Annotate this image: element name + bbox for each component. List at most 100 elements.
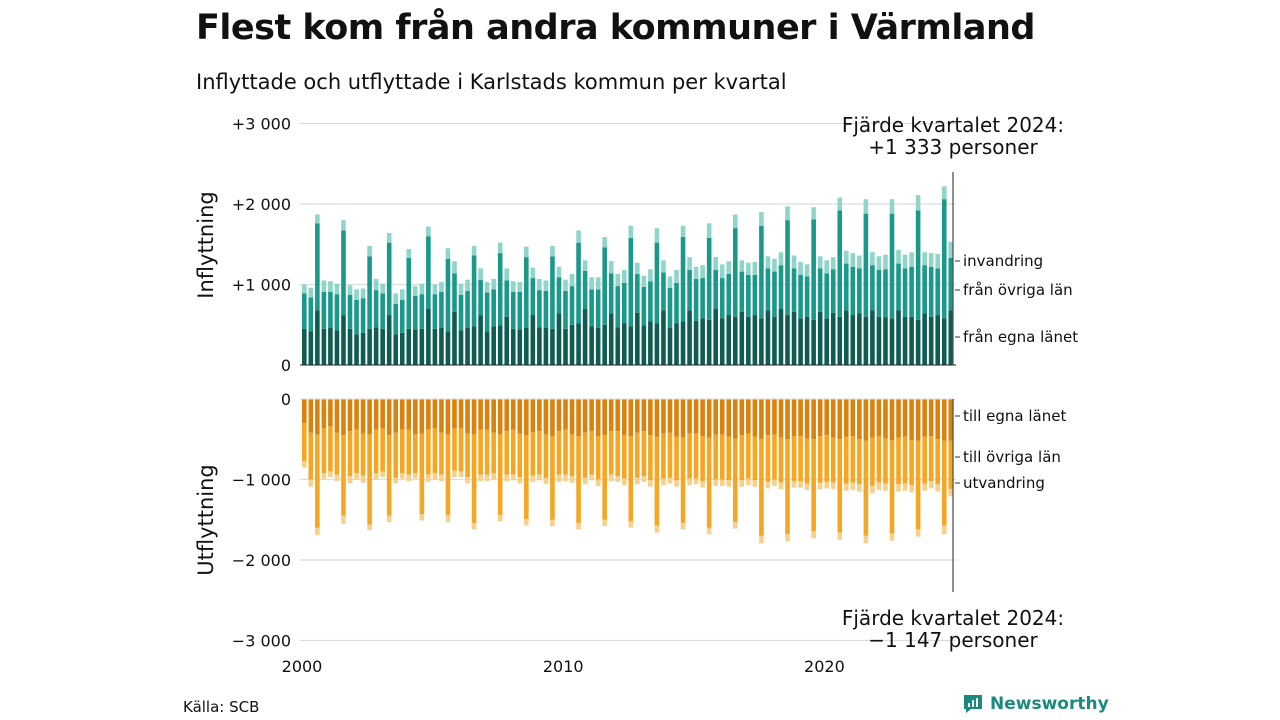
inflow-bar-0 bbox=[510, 328, 516, 365]
outflow-bar-1 bbox=[308, 432, 314, 480]
outflow-bar-1 bbox=[524, 435, 529, 519]
outflow-bar-2 bbox=[621, 478, 627, 486]
outflow-bar-1 bbox=[909, 440, 914, 486]
legend-label-outflow: till egna länet bbox=[963, 407, 1066, 425]
outflow-bar-2 bbox=[517, 477, 523, 484]
inflow-bar-2 bbox=[608, 261, 614, 274]
outflow-bar-1 bbox=[413, 434, 418, 474]
outflow-bar-2 bbox=[902, 483, 908, 491]
inflow-bar-0 bbox=[909, 316, 914, 365]
outflow-bar-1 bbox=[928, 436, 934, 482]
inflow-bar-1 bbox=[876, 270, 882, 317]
inflow-bar-2 bbox=[373, 278, 379, 291]
x-tick-label: 2020 bbox=[804, 657, 845, 676]
outflow-bar-2 bbox=[334, 474, 340, 482]
outflow-bar-0 bbox=[452, 399, 457, 429]
inflow-bar-1 bbox=[922, 265, 927, 314]
legend-label-inflow: från övriga län bbox=[963, 281, 1073, 299]
inflow-bar-0 bbox=[465, 327, 470, 365]
outflow-bar-1 bbox=[510, 429, 516, 475]
outflow-bar-2 bbox=[576, 522, 581, 530]
inflow-bar-1 bbox=[380, 293, 385, 329]
outflow-bar-1 bbox=[341, 435, 346, 516]
inflow-bar-2 bbox=[726, 261, 732, 275]
outflow-bar-1 bbox=[550, 436, 555, 520]
inflow-bar-1 bbox=[517, 291, 523, 330]
inflow-bar-2 bbox=[817, 256, 823, 269]
outflow-bar-2 bbox=[719, 479, 725, 486]
inflow-bar-2 bbox=[635, 262, 640, 275]
inflow-bar-2 bbox=[321, 280, 327, 292]
outflow-bar-0 bbox=[648, 399, 653, 436]
y-tick-label: +3 000 bbox=[232, 115, 291, 134]
inflow-bar-0 bbox=[537, 327, 542, 365]
outflow-bar-0 bbox=[530, 399, 536, 433]
inflow-bar-1 bbox=[621, 282, 627, 324]
outflow-bar-1 bbox=[667, 432, 673, 478]
outflow-bar-1 bbox=[713, 434, 718, 480]
inflow-bar-1 bbox=[615, 286, 621, 328]
inflow-bar-0 bbox=[785, 315, 790, 365]
inflow-bar-0 bbox=[432, 328, 438, 365]
outflow-bar-2 bbox=[732, 522, 738, 529]
inflow-bar-1 bbox=[883, 269, 888, 318]
inflow-bar-1 bbox=[510, 291, 516, 329]
chart-subtitle: Inflyttade och utflyttade i Karlstads ko… bbox=[196, 70, 787, 94]
inflow-bar-0 bbox=[798, 318, 803, 365]
source-note: Källa: SCB bbox=[183, 698, 260, 716]
inflow-bar-2 bbox=[504, 268, 510, 281]
inflow-bar-1 bbox=[857, 268, 862, 314]
outflow-bar-2 bbox=[798, 481, 803, 488]
inflow-bar-0 bbox=[902, 316, 908, 365]
inflow-bar-1 bbox=[870, 265, 875, 311]
outflow-bar-1 bbox=[471, 434, 477, 523]
outflow-bar-2 bbox=[582, 477, 588, 485]
outflow-bar-1 bbox=[543, 434, 549, 478]
inflow-bar-1 bbox=[706, 237, 712, 320]
outflow-bar-1 bbox=[804, 438, 810, 484]
inflow-bar-0 bbox=[576, 323, 581, 365]
inflow-bar-0 bbox=[830, 312, 836, 365]
inflow-bar-1 bbox=[772, 271, 777, 317]
outflow-bar-2 bbox=[432, 473, 438, 480]
outflow-bar-2 bbox=[667, 477, 673, 484]
y-tick-label: −3 000 bbox=[232, 632, 291, 651]
outflow-bar-0 bbox=[354, 399, 359, 430]
inflow-bar-1 bbox=[328, 291, 333, 328]
inflow-bar-0 bbox=[739, 311, 745, 365]
inflow-bar-2 bbox=[674, 270, 679, 283]
outflow-bar-1 bbox=[896, 437, 901, 485]
y-axis-title-inflow: Inflyttning bbox=[194, 191, 218, 298]
outflow-bar-0 bbox=[928, 399, 934, 437]
outflow-bar-0 bbox=[791, 399, 797, 437]
outflow-bar-2 bbox=[922, 483, 927, 491]
outflow-bar-2 bbox=[746, 478, 751, 486]
outflow-bar-2 bbox=[726, 480, 732, 487]
inflow-bar-1 bbox=[321, 291, 327, 329]
inflow-bar-1 bbox=[824, 273, 829, 319]
inflow-bar-1 bbox=[674, 282, 679, 324]
outflow-bar-1 bbox=[628, 436, 634, 522]
inflow-bar-2 bbox=[739, 260, 745, 272]
outflow-bar-0 bbox=[680, 399, 686, 438]
outflow-bar-0 bbox=[537, 399, 542, 432]
inflow-bar-2 bbox=[556, 266, 562, 278]
inflow-bar-1 bbox=[765, 268, 771, 311]
inflow-bar-0 bbox=[445, 331, 451, 365]
inflow-bar-0 bbox=[674, 323, 679, 365]
brand-name: Newsworthy bbox=[990, 694, 1109, 714]
outflow-bar-1 bbox=[798, 436, 803, 482]
outflow-bar-0 bbox=[902, 399, 908, 437]
outflow-bar-0 bbox=[876, 399, 882, 437]
x-tick-label: 2000 bbox=[282, 657, 323, 676]
outflow-bar-0 bbox=[419, 399, 425, 434]
outflow-bar-0 bbox=[589, 399, 594, 432]
inflow-bar-1 bbox=[896, 263, 901, 311]
inflow-bar-0 bbox=[726, 315, 732, 365]
inflow-bar-2 bbox=[563, 279, 568, 291]
inflow-bar-0 bbox=[517, 329, 523, 365]
inflow-bar-1 bbox=[700, 278, 705, 319]
outflow-bar-1 bbox=[674, 436, 679, 481]
inflow-bar-1 bbox=[641, 286, 647, 326]
chart-labels: 0 +1 000 +2 000 +3 000 0 −1 000 −2 000 −3 000 In… bbox=[194, 113, 1078, 676]
